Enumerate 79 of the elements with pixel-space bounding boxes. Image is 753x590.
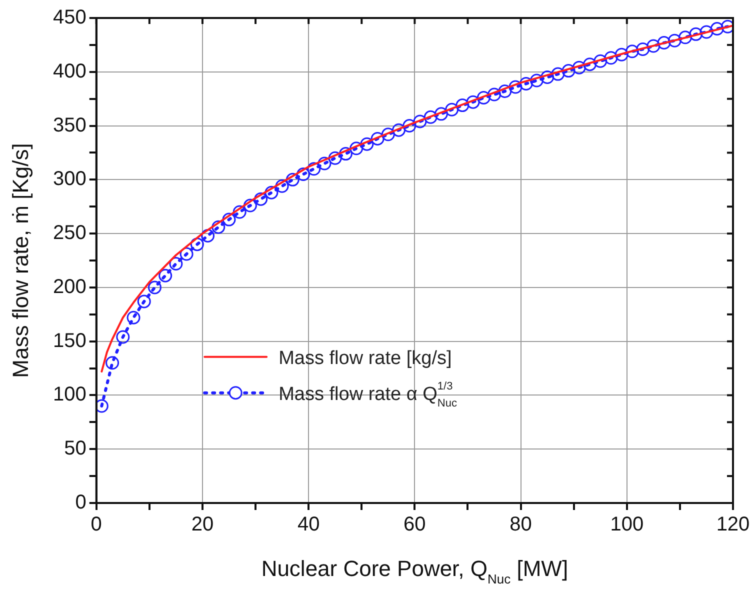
point: [519, 76, 533, 90]
y-tick-label: 450: [52, 6, 86, 29]
point: [96, 399, 108, 413]
point: [700, 25, 714, 39]
point: [508, 80, 522, 94]
x-tick-label: 120: [716, 514, 750, 536]
point: [296, 168, 310, 182]
point: [445, 102, 459, 116]
point: [604, 51, 618, 65]
point: [530, 74, 544, 88]
point: [137, 294, 151, 308]
point: [360, 137, 374, 151]
x-tick-label: 100: [610, 514, 644, 536]
point: [413, 114, 427, 128]
y-tick-label: 150: [52, 330, 86, 352]
point: [243, 198, 257, 212]
x-tick-label: 80: [510, 514, 532, 536]
point: [402, 119, 416, 133]
point: [476, 91, 490, 105]
y-tick-label: 50: [64, 438, 86, 460]
point: [275, 179, 289, 193]
point: [201, 228, 215, 242]
point: [594, 54, 608, 68]
point: [466, 95, 480, 109]
point: [254, 192, 268, 206]
point: [540, 70, 554, 84]
y-tick-label: 400: [52, 60, 86, 82]
point: [488, 88, 502, 102]
y-axis-title: Mass flow rate, ṁ [Kg/s]: [8, 143, 33, 378]
point: [350, 142, 364, 156]
point: [562, 64, 576, 78]
point: [456, 98, 470, 112]
point: [572, 60, 586, 74]
point: [286, 172, 300, 186]
point: [158, 268, 172, 282]
point: [106, 356, 120, 370]
y-tick-label: 0: [75, 492, 86, 514]
y-tick-label: 200: [52, 276, 86, 298]
point: [646, 39, 660, 53]
x-tick-label: 60: [404, 514, 426, 536]
point: [222, 212, 236, 226]
point: [212, 220, 226, 234]
y-tick-label: 100: [52, 384, 86, 406]
point: [328, 151, 342, 165]
point: [583, 58, 597, 72]
point: [551, 67, 565, 81]
point: [264, 186, 278, 200]
y-tick-label: 250: [52, 222, 86, 244]
point: [625, 44, 639, 58]
point: [657, 36, 671, 50]
point: [720, 20, 733, 34]
x-tick-label: 40: [297, 514, 320, 536]
point: [318, 156, 332, 170]
point: [678, 30, 692, 44]
point: [126, 310, 140, 324]
point: [338, 147, 352, 161]
point: [689, 27, 703, 41]
point: [392, 123, 406, 137]
point: [636, 42, 650, 56]
point: [614, 48, 628, 62]
y-tick-label: 300: [52, 168, 86, 190]
point: [424, 110, 438, 124]
x-tick-label: 0: [90, 514, 102, 536]
point: [169, 256, 183, 270]
point: [668, 34, 682, 48]
point: [116, 330, 130, 344]
point: [370, 132, 384, 146]
point: [710, 22, 724, 36]
point: [381, 128, 395, 142]
point: [190, 238, 204, 252]
point: [180, 247, 194, 261]
point: [498, 84, 512, 98]
point: [232, 205, 246, 219]
legend-label: Mass flow rate [kg/s]: [278, 348, 452, 369]
point: [148, 280, 162, 294]
point: [434, 107, 448, 121]
point: [307, 162, 321, 176]
y-tick-label: 350: [52, 114, 86, 136]
x-tick-label: 20: [191, 514, 214, 536]
